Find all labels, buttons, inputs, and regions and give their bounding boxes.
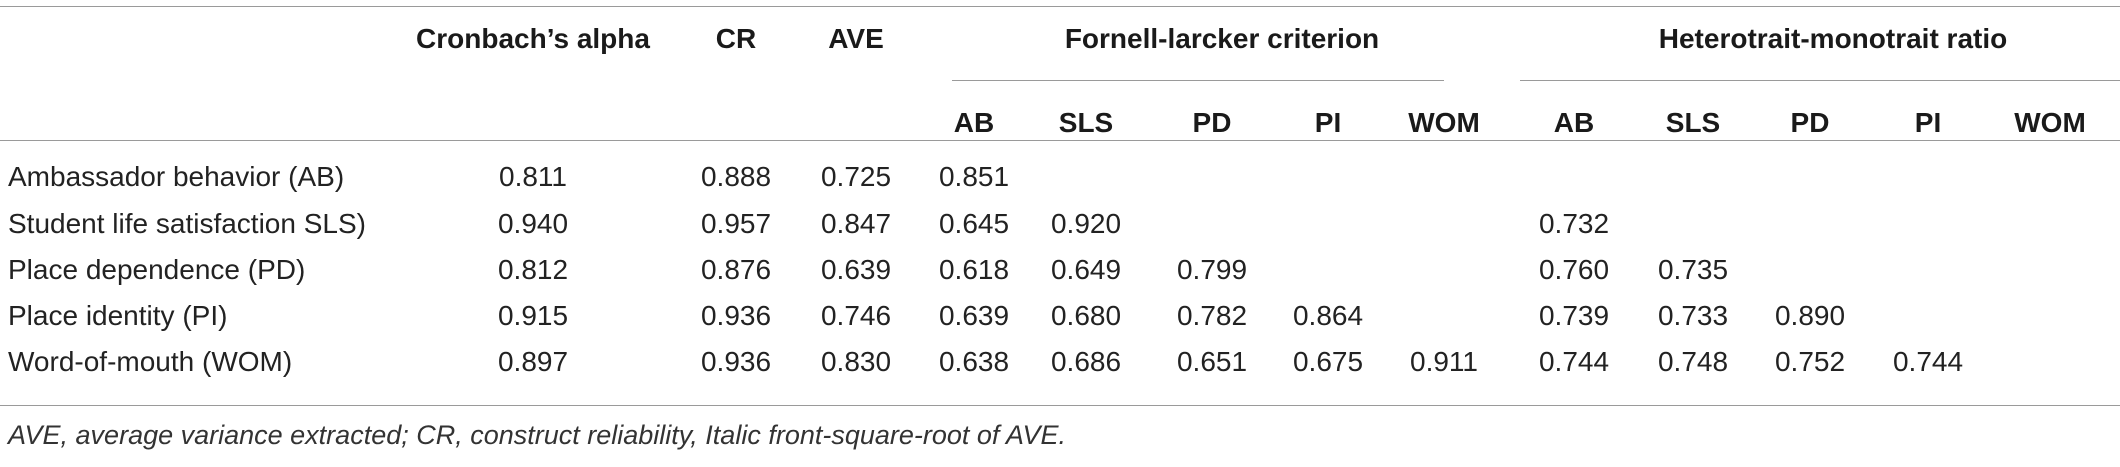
header-cronbach: Cronbach’s alpha — [416, 23, 650, 54]
row-label: Word-of-mouth (WOM) — [8, 346, 293, 377]
subheader-htmt-ab: AB — [1553, 107, 1595, 138]
cell-fornell-ab: 0.645 — [938, 208, 1010, 239]
subheader-fornell-pi: PI — [1314, 107, 1342, 138]
table-footnote: AVE, average variance extracted; CR, con… — [8, 420, 1066, 450]
cell-fornell-sls: 0.920 — [1050, 208, 1122, 239]
subheader-htmt-pi: PI — [1914, 107, 1942, 138]
cell-fornell-sls: 0.686 — [1050, 346, 1122, 377]
cell-cronbach: 0.940 — [497, 208, 569, 239]
header-bottom-rule — [0, 140, 2120, 141]
cell-htmt-sls: 0.733 — [1657, 300, 1729, 331]
cell-ave: 0.639 — [820, 254, 892, 285]
subheader-htmt-sls: SLS — [1665, 107, 1721, 138]
row-label: Place identity (PI) — [8, 300, 228, 331]
htmt-group-rule — [1520, 80, 2120, 81]
cell-htmt-ab: 0.760 — [1538, 254, 1610, 285]
header-htmt: Heterotrait-monotrait ratio — [1658, 23, 2008, 54]
cell-htmt-pd: 0.752 — [1774, 346, 1846, 377]
cell-fornell-wom: 0.911 — [1410, 346, 1478, 377]
cell-fornell-pd: 0.782 — [1176, 300, 1248, 331]
cell-fornell-pi: 0.864 — [1292, 300, 1364, 331]
cell-ave: 0.725 — [820, 161, 892, 192]
cell-htmt-pd: 0.890 — [1774, 300, 1846, 331]
cell-cr: 0.957 — [700, 208, 772, 239]
cell-htmt-ab: 0.732 — [1538, 208, 1610, 239]
row-label: Student life satisfaction SLS) — [8, 208, 366, 239]
cell-cr: 0.876 — [700, 254, 772, 285]
cell-fornell-pd: 0.651 — [1176, 346, 1248, 377]
cell-cronbach: 0.811 — [499, 161, 567, 192]
cell-cronbach: 0.915 — [497, 300, 569, 331]
header-fornell: Fornell-larcker criterion — [1064, 23, 1380, 54]
cell-htmt-ab: 0.739 — [1538, 300, 1610, 331]
cell-fornell-ab: 0.851 — [938, 161, 1010, 192]
cell-fornell-pd: 0.799 — [1176, 254, 1248, 285]
cell-htmt-sls: 0.748 — [1657, 346, 1729, 377]
fornell-group-rule — [952, 80, 1444, 81]
subheader-htmt-wom: WOM — [2014, 107, 2086, 138]
cell-fornell-pi: 0.675 — [1292, 346, 1364, 377]
cell-fornell-ab: 0.639 — [938, 300, 1010, 331]
cell-cr: 0.888 — [700, 161, 772, 192]
header-ave: AVE — [828, 23, 884, 54]
cell-ave: 0.746 — [820, 300, 892, 331]
cell-cr: 0.936 — [700, 300, 772, 331]
row-label: Ambassador behavior (AB) — [8, 161, 345, 192]
subheader-htmt-pd: PD — [1790, 107, 1830, 138]
top-rule — [0, 6, 2120, 7]
cell-cronbach: 0.812 — [497, 254, 569, 285]
subheader-fornell-pd: PD — [1192, 107, 1232, 138]
cell-ave: 0.830 — [820, 346, 892, 377]
cell-htmt-sls: 0.735 — [1657, 254, 1729, 285]
cell-fornell-ab: 0.618 — [938, 254, 1010, 285]
cell-htmt-ab: 0.744 — [1538, 346, 1610, 377]
cell-fornell-sls: 0.680 — [1050, 300, 1122, 331]
cell-cronbach: 0.897 — [497, 346, 569, 377]
cell-fornell-ab: 0.638 — [938, 346, 1010, 377]
header-cr: CR — [715, 23, 757, 54]
cell-cr: 0.936 — [700, 346, 772, 377]
cell-ave: 0.847 — [820, 208, 892, 239]
subheader-fornell-wom: WOM — [1408, 107, 1480, 138]
cell-fornell-sls: 0.649 — [1050, 254, 1122, 285]
bottom-rule — [0, 405, 2120, 406]
row-label: Place dependence (PD) — [8, 254, 306, 285]
subheader-fornell-sls: SLS — [1058, 107, 1114, 138]
cell-htmt-pi: 0.744 — [1892, 346, 1964, 377]
subheader-fornell-ab: AB — [953, 107, 995, 138]
